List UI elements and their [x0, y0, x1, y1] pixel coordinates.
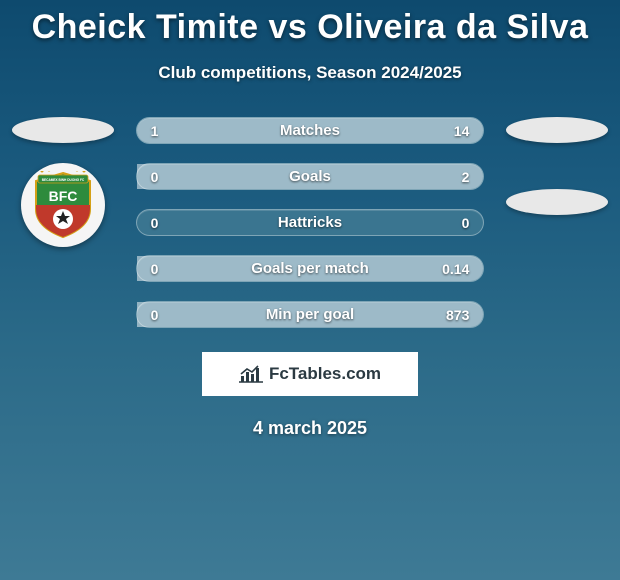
date-label: 4 march 2025 [0, 418, 620, 439]
stat-value-left: 0 [151, 169, 159, 185]
page-title: Cheick Timite vs Oliveira da Silva [0, 0, 620, 47]
left-player-club-badge: BECAMEX BINH DUONG FC BFC [21, 163, 105, 247]
stat-bar: 1 Matches 14 [136, 117, 485, 144]
stat-bar: 0 Min per goal 873 [136, 301, 485, 328]
stat-bar: 0 Hattricks 0 [136, 209, 485, 236]
svg-text:BECAMEX BINH DUONG FC: BECAMEX BINH DUONG FC [42, 178, 85, 182]
right-player-column [502, 117, 612, 215]
stat-value-left: 0 [151, 307, 159, 323]
stat-bar: 0 Goals 2 [136, 163, 485, 190]
stat-value-left: 1 [151, 123, 159, 139]
svg-text:BFC: BFC [48, 188, 77, 204]
stat-label: Hattricks [278, 214, 342, 231]
stat-bar: 0 Goals per match 0.14 [136, 255, 485, 282]
stat-value-left: 0 [151, 261, 159, 277]
bar-chart-icon [239, 364, 263, 384]
stat-label: Goals per match [251, 260, 369, 277]
right-player-flag-placeholder [506, 117, 608, 143]
subtitle: Club competitions, Season 2024/2025 [0, 63, 620, 83]
stat-value-right: 873 [446, 307, 469, 323]
stat-value-right: 0.14 [442, 261, 469, 277]
stat-label: Matches [280, 122, 340, 139]
right-player-club-placeholder [506, 189, 608, 215]
stat-value-right: 0 [462, 215, 470, 231]
stat-label: Min per goal [266, 306, 354, 323]
comparison-content: BECAMEX BINH DUONG FC BFC 1 Matches 14 0 Goa… [0, 117, 620, 328]
stat-bars: 1 Matches 14 0 Goals 2 0 Hattricks 0 0 Goals per m… [136, 117, 485, 328]
stat-value-right: 14 [454, 123, 470, 139]
stat-value-right: 2 [462, 169, 470, 185]
brand-box[interactable]: FcTables.com [202, 352, 418, 396]
club-shield-icon: BECAMEX BINH DUONG FC BFC [32, 171, 94, 239]
left-player-flag-placeholder [12, 117, 114, 143]
stat-label: Goals [289, 168, 331, 185]
stat-value-left: 0 [151, 215, 159, 231]
brand-text: FcTables.com [269, 364, 381, 384]
left-player-column: BECAMEX BINH DUONG FC BFC [8, 117, 118, 247]
